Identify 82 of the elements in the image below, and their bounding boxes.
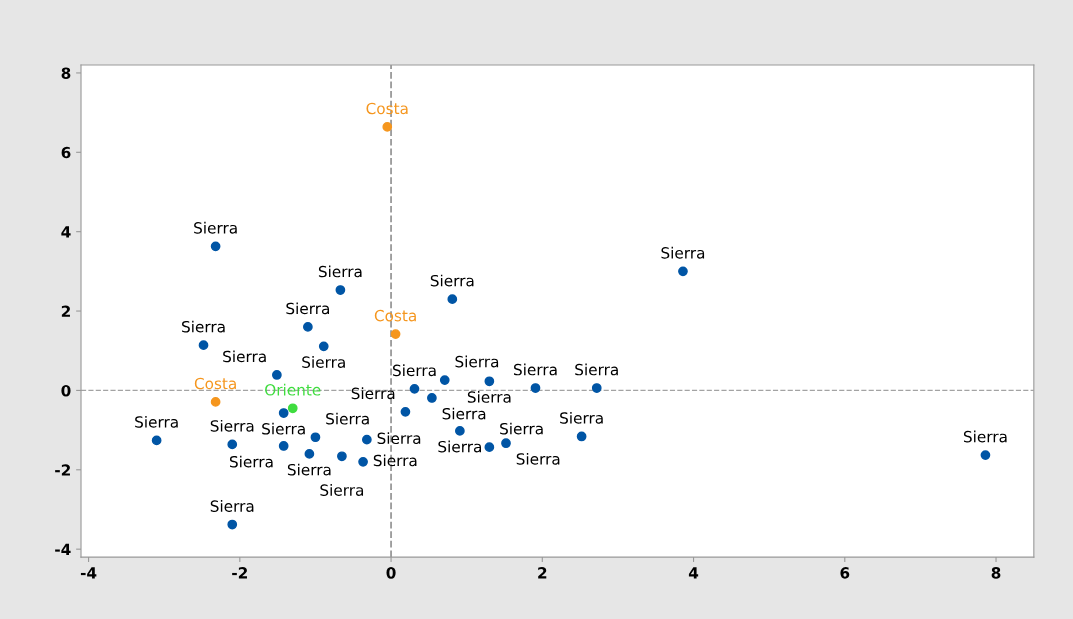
- point: [198, 340, 209, 351]
- x-tick-label: -4: [80, 567, 97, 579]
- text: Sierra: [194, 221, 237, 234]
- point: [382, 122, 393, 132]
- text: Sierra: [430, 274, 474, 287]
- text: Sierra: [302, 356, 345, 368]
- point: [484, 442, 495, 453]
- y-tick-label: -4: [55, 543, 71, 555]
- point: [390, 329, 401, 339]
- x-tick-label: 6: [840, 567, 850, 579]
- text: Sierra: [320, 484, 364, 496]
- point: [447, 294, 458, 305]
- text: Sierra: [393, 364, 436, 377]
- point: [151, 435, 162, 446]
- y-tick-label: 0: [61, 384, 71, 397]
- text: Sierra: [210, 500, 254, 512]
- y-tick-label: 2: [61, 305, 70, 317]
- series-label: Oriente: [265, 383, 321, 396]
- point: [210, 241, 221, 252]
- text: Sierra: [351, 387, 395, 400]
- text: Sierra: [135, 415, 178, 428]
- point: [484, 376, 495, 387]
- text: Sierra: [286, 302, 329, 315]
- text: Sierra: [229, 455, 273, 468]
- x-tick-label: 2: [538, 567, 547, 579]
- text: Sierra: [182, 320, 225, 333]
- point: [576, 431, 587, 442]
- text: Sierra: [262, 422, 305, 435]
- point: [400, 406, 411, 417]
- point: [310, 432, 321, 443]
- point: [409, 383, 420, 394]
- point: [591, 383, 602, 393]
- text: Sierra: [963, 430, 1007, 443]
- text: Costa: [366, 102, 408, 115]
- text: Sierra: [318, 265, 362, 278]
- point: [227, 439, 238, 450]
- y-tick-label: 4: [61, 226, 71, 238]
- x-tick-label: 0: [386, 567, 396, 579]
- text: Sierra: [377, 432, 421, 445]
- point: [501, 438, 511, 449]
- point: [530, 383, 541, 393]
- x-tick-label: 8: [991, 567, 1001, 579]
- y-tick-label: 8: [61, 67, 71, 79]
- text: Sierra: [516, 452, 560, 465]
- y-tick-label: -2: [55, 464, 70, 476]
- series-label: Costa: [194, 377, 236, 390]
- text: Sierra: [373, 454, 417, 467]
- point: [439, 375, 450, 385]
- point: [304, 449, 315, 459]
- point: [227, 519, 238, 530]
- point: [337, 451, 347, 462]
- text: Sierra: [210, 419, 254, 432]
- text: Sierra: [326, 412, 369, 425]
- text: Sierra: [575, 363, 618, 376]
- point: [678, 266, 688, 277]
- x-tick-label: -2: [232, 567, 247, 579]
- point: [287, 403, 298, 414]
- text: Sierra: [223, 350, 266, 363]
- text: Sierra: [514, 363, 557, 376]
- point: [303, 322, 313, 332]
- text: Sierra: [467, 391, 511, 403]
- point: [361, 434, 372, 445]
- point: [278, 408, 289, 418]
- text: Sierra: [661, 246, 705, 259]
- y-tick-label: 6: [61, 146, 71, 159]
- point: [272, 370, 282, 380]
- text: Sierra: [500, 422, 543, 435]
- point: [318, 341, 329, 352]
- x-tick-label: 4: [688, 567, 699, 579]
- point: [358, 456, 368, 467]
- point: [210, 397, 221, 407]
- point: [278, 441, 289, 451]
- text: Sierra: [287, 463, 331, 476]
- point: [455, 426, 465, 436]
- point: [980, 450, 991, 460]
- text: Sierra: [442, 407, 486, 420]
- text: Sierra: [560, 411, 603, 424]
- point: [335, 285, 346, 295]
- text: Costa: [374, 309, 416, 322]
- series-label: Sierra: [438, 440, 481, 453]
- point: [427, 393, 437, 403]
- text: Sierra: [455, 355, 499, 368]
